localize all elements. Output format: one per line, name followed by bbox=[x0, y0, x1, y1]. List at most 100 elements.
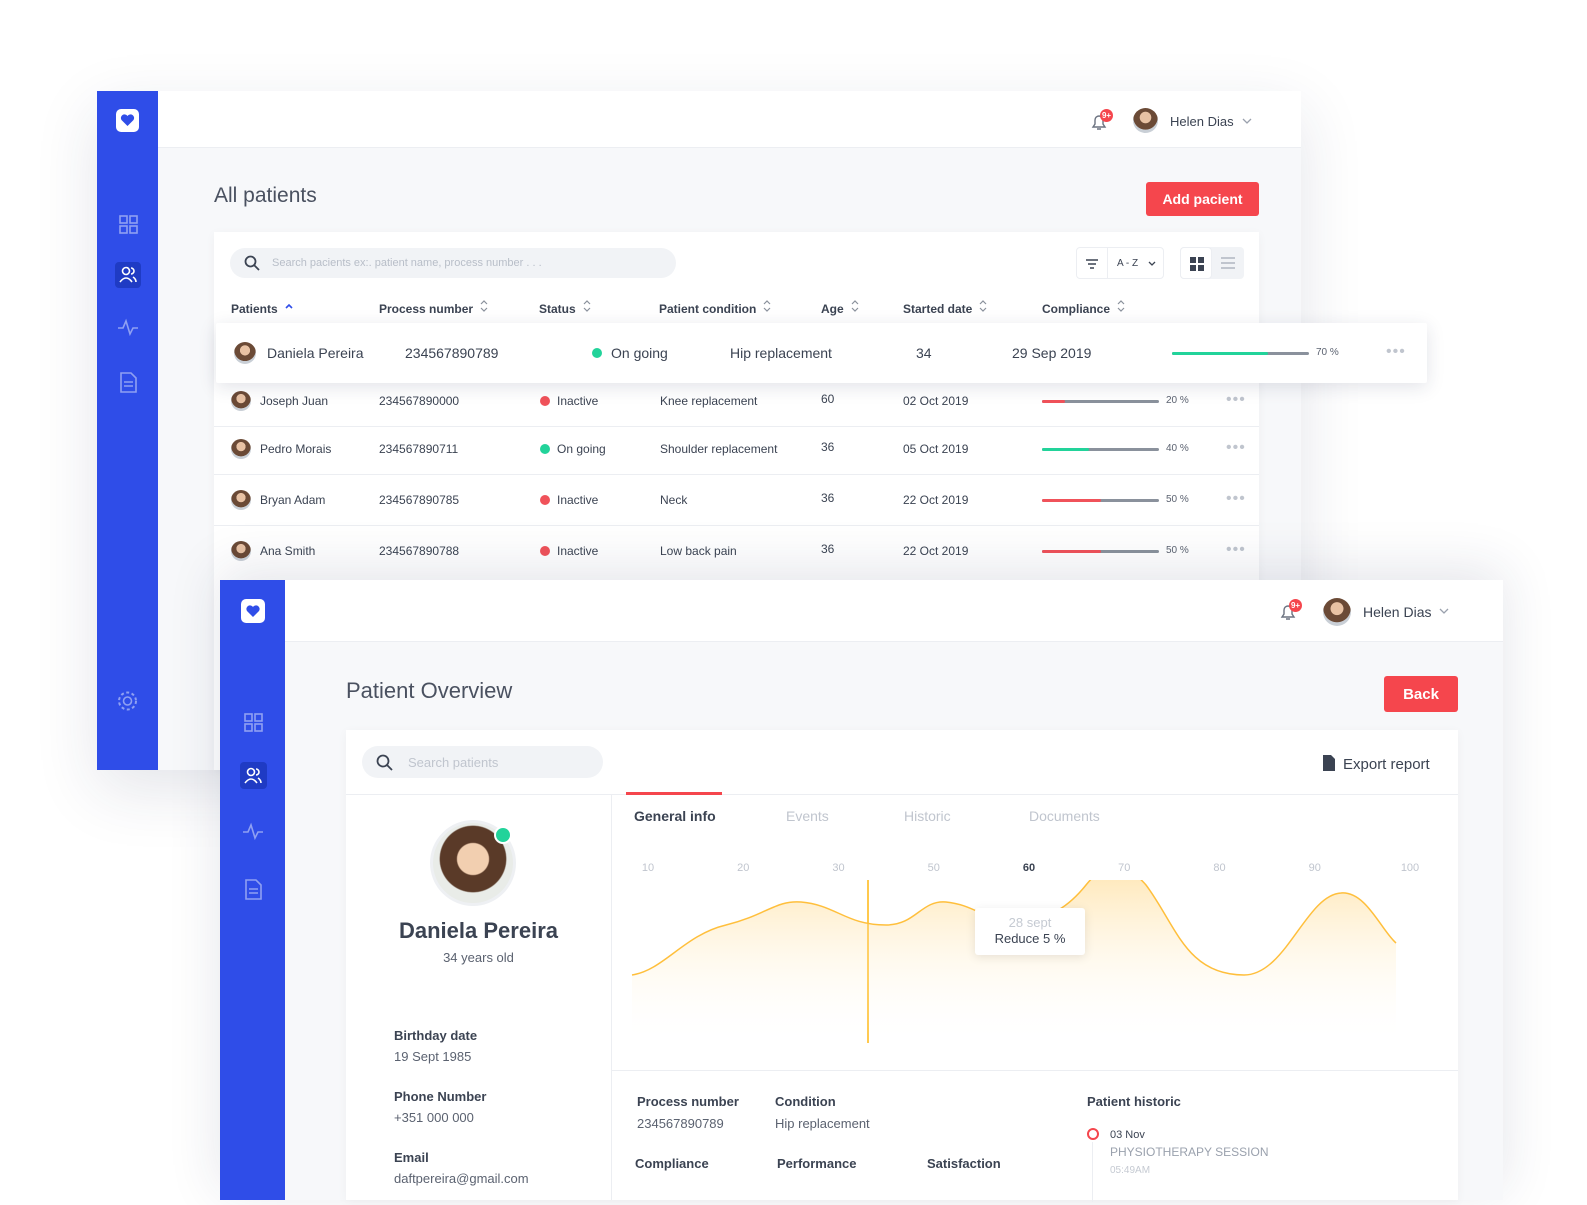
status: On going bbox=[557, 442, 606, 456]
chevron[interactable] bbox=[1241, 116, 1253, 126]
status-dot bbox=[540, 444, 550, 454]
add-button[interactable]: Add pacient bbox=[1146, 182, 1259, 216]
divider bbox=[611, 1070, 1458, 1071]
sidebar-icons bbox=[240, 599, 267, 900]
overview-card: Search patients Export report Daniela Pe… bbox=[346, 730, 1458, 1202]
column-header[interactable]: Started date bbox=[903, 302, 973, 316]
sort-label: A - Z bbox=[1117, 258, 1139, 269]
filter-icon bbox=[1086, 259, 1098, 269]
grid-icon bbox=[1190, 257, 1204, 271]
status: Inactive bbox=[557, 493, 599, 507]
compliance-bar bbox=[1042, 447, 1089, 451]
field-label: Birthday date bbox=[394, 1028, 478, 1043]
status-dot bbox=[540, 495, 550, 505]
user-name[interactable]: Helen Dias bbox=[1363, 604, 1432, 620]
export-link[interactable]: Export report bbox=[1343, 756, 1430, 773]
highlighted-row[interactable]: Daniela Pereira 234567890789 On going Hip r… bbox=[216, 323, 1427, 383]
compliance-track bbox=[1042, 498, 1159, 502]
bell-icon[interactable] bbox=[1277, 601, 1299, 623]
column-header[interactable]: Process number bbox=[379, 302, 474, 316]
patient-avatar bbox=[231, 391, 251, 411]
patient-avatar bbox=[231, 439, 251, 459]
column-header[interactable]: Status bbox=[539, 302, 576, 316]
chevron[interactable] bbox=[1438, 606, 1450, 616]
search-placeholder: Search patients bbox=[408, 755, 499, 770]
list-icon[interactable] bbox=[1220, 255, 1236, 271]
condition: Hip replacement bbox=[730, 345, 832, 361]
search-placeholder: Search pacients ex:. patient name, proce… bbox=[272, 257, 542, 269]
process-number: 234567890788 bbox=[379, 544, 460, 558]
tooltip-text: Reduce 5 % bbox=[994, 931, 1066, 946]
compliance-bar bbox=[1042, 549, 1101, 553]
search-box[interactable]: Search patients bbox=[362, 746, 603, 778]
metric-label: Performance bbox=[777, 1156, 857, 1171]
age: 36 bbox=[821, 491, 835, 505]
active-tab-indicator bbox=[626, 792, 722, 795]
historic-title: Patient historic bbox=[1087, 1094, 1181, 1109]
grid-view[interactable] bbox=[1180, 247, 1212, 279]
search-icon bbox=[244, 255, 260, 271]
x-tick-label: 90 bbox=[1308, 862, 1321, 874]
field-value: 234567890789 bbox=[637, 1116, 724, 1131]
sort-arrows[interactable] bbox=[479, 299, 489, 313]
sort-control[interactable]: A - Z bbox=[1076, 247, 1164, 279]
user-avatar[interactable] bbox=[1133, 108, 1158, 133]
page-title: All patients bbox=[214, 184, 317, 207]
age: 60 bbox=[821, 392, 835, 406]
row-menu[interactable]: ••• bbox=[1226, 391, 1246, 408]
notification-badge: 9+ bbox=[1289, 599, 1302, 612]
tab[interactable]: General info bbox=[634, 808, 716, 824]
status-dot bbox=[540, 546, 550, 556]
compliance-label: 50 % bbox=[1166, 545, 1189, 556]
tab[interactable]: Events bbox=[786, 808, 829, 824]
sort-arrows[interactable] bbox=[582, 299, 592, 313]
condition: Low back pain bbox=[660, 544, 737, 558]
sort-arrows[interactable] bbox=[284, 299, 294, 313]
user-name[interactable]: Helen Dias bbox=[1170, 114, 1234, 129]
row-menu[interactable]: ••• bbox=[1386, 343, 1406, 360]
back-button[interactable]: Back bbox=[1384, 676, 1458, 712]
search-box[interactable]: Search pacients ex:. patient name, proce… bbox=[230, 248, 676, 278]
chart bbox=[631, 880, 1397, 1045]
field-value: +351 000 000 bbox=[394, 1110, 474, 1125]
sidebar-icons bbox=[115, 109, 141, 711]
online-indicator bbox=[494, 826, 512, 844]
column-header[interactable]: Age bbox=[821, 302, 844, 316]
user-avatar[interactable] bbox=[1323, 598, 1351, 626]
tab[interactable]: Historic bbox=[904, 808, 951, 824]
tooltip-date: 28 sept bbox=[1008, 915, 1052, 930]
patient-name: Pedro Morais bbox=[260, 442, 332, 456]
tooltip: 28 sept Reduce 5 % bbox=[975, 908, 1085, 955]
status-dot bbox=[540, 396, 550, 406]
sort-arrows[interactable] bbox=[762, 299, 772, 313]
notification-badge: 9+ bbox=[1100, 109, 1113, 122]
field-value: Hip replacement bbox=[775, 1116, 870, 1131]
column-header[interactable]: Patients bbox=[231, 302, 278, 316]
metric-label: Satisfaction bbox=[927, 1156, 1001, 1171]
field-value: daftpereira@gmail.com bbox=[394, 1171, 529, 1186]
sort-arrows[interactable] bbox=[1116, 299, 1126, 313]
sort-arrows[interactable] bbox=[850, 299, 860, 313]
sort-arrows[interactable] bbox=[978, 299, 988, 313]
column-header[interactable]: Compliance bbox=[1042, 302, 1111, 316]
started-date: 22 Oct 2019 bbox=[903, 544, 969, 558]
document-icon bbox=[1323, 755, 1335, 771]
row-menu[interactable]: ••• bbox=[1226, 541, 1246, 558]
process-number: 234567890000 bbox=[379, 394, 460, 408]
column-header[interactable]: Patient condition bbox=[659, 302, 757, 316]
row-menu[interactable]: ••• bbox=[1226, 490, 1246, 507]
overview-window: 9+ Helen Dias Patient Overview Back Sear… bbox=[220, 580, 1503, 1202]
compliance-label: 40 % bbox=[1166, 443, 1189, 454]
field-label: Email bbox=[394, 1150, 429, 1165]
compliance-track bbox=[1042, 549, 1159, 553]
view-toggle[interactable] bbox=[1180, 247, 1244, 279]
started-date: 29 Sep 2019 bbox=[1012, 345, 1092, 361]
patient-avatar bbox=[231, 541, 251, 561]
divider bbox=[346, 794, 1458, 795]
tab[interactable]: Documents bbox=[1029, 808, 1100, 824]
condition: Knee replacement bbox=[660, 394, 758, 408]
timeline-line bbox=[1092, 1142, 1093, 1202]
bell-icon[interactable] bbox=[1088, 111, 1110, 133]
row-menu[interactable]: ••• bbox=[1226, 439, 1246, 456]
